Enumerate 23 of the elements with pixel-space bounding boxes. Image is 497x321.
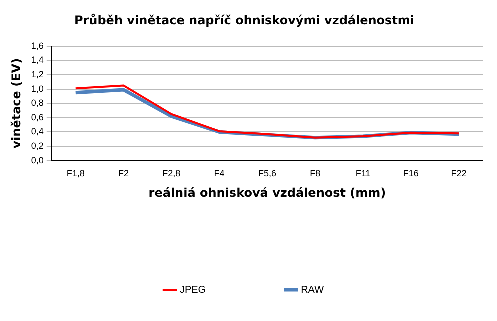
x-tick-label: F1,8 xyxy=(66,168,85,179)
x-axis-title: reálniá ohnisková vzdálenost (mm) xyxy=(148,186,386,200)
x-tick-label: F2,8 xyxy=(162,168,181,179)
y-tick-label: 1,0 xyxy=(31,84,44,94)
y-tick-label: 0,8 xyxy=(31,98,44,108)
y-tick-label: 0,0 xyxy=(31,155,44,166)
y-tick-label: 1,6 xyxy=(31,40,44,51)
x-tick-label: F16 xyxy=(403,168,419,179)
x-tick-label: F8 xyxy=(310,168,321,179)
x-tick-label: F5,6 xyxy=(258,168,276,179)
chart-title: Průběh vinětace napříč ohniskovými vzdálenostmi xyxy=(74,13,415,28)
y-tick-label: 1,2 xyxy=(31,69,44,80)
x-tick-label: F4 xyxy=(214,168,225,179)
y-axis-title: vinětace (EV) xyxy=(9,58,24,149)
x-tick-label: F11 xyxy=(356,168,371,179)
legend-label: JPEG xyxy=(180,284,206,296)
y-tick-label: 0,2 xyxy=(31,140,44,151)
y-tick-label: 0,4 xyxy=(31,126,44,137)
x-tick-label: F22 xyxy=(451,168,467,179)
y-tick-label: 1,4 xyxy=(31,55,44,66)
y-tick-label: 0,6 xyxy=(31,112,44,122)
x-tick-label: F2 xyxy=(118,168,130,179)
legend-label: RAW xyxy=(301,284,325,296)
